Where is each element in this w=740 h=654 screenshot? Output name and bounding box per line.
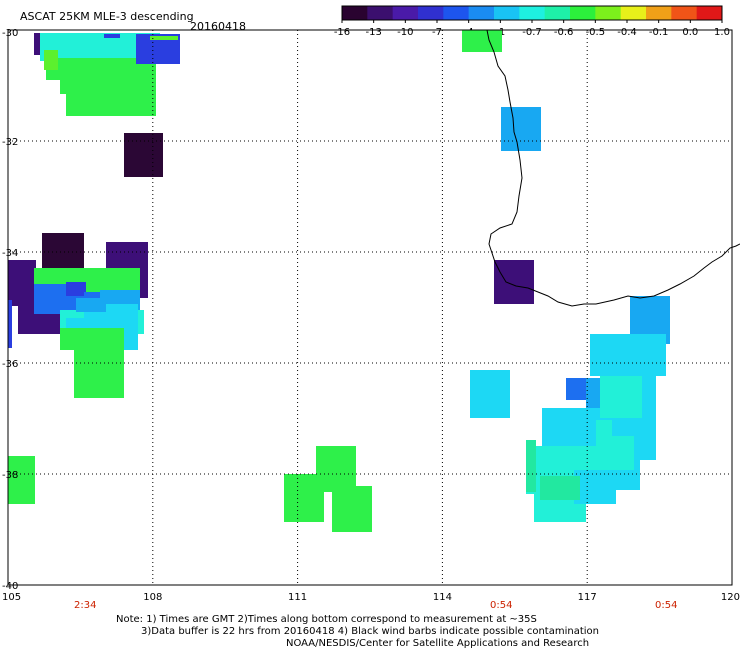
note-line-3: NOAA/NESDIS/Center for Satellite Applica…	[286, 638, 590, 649]
y-tick-label: -34	[2, 248, 18, 259]
y-tick-label: -32	[2, 137, 18, 148]
coastline	[486, 29, 740, 307]
wind-cell	[332, 486, 372, 532]
wind-cell	[566, 378, 586, 400]
colorbar-segment	[342, 6, 368, 20]
note-line-2: 3)Data buffer is 22 hrs from 20160418 4)…	[141, 626, 599, 637]
colorbar-segment	[443, 6, 470, 20]
colorbar-tick-label: -7	[432, 27, 442, 38]
x-tick-label: 114	[433, 592, 452, 603]
wind-cell	[526, 440, 536, 492]
colorbar-tick-label: 1.0	[714, 27, 730, 38]
wind-cells	[8, 30, 670, 532]
wind-cell	[150, 36, 178, 40]
colorbar-tick-label: -0.6	[554, 27, 574, 38]
colorbar-tick-label: -0.1	[649, 27, 669, 38]
colorbar-tick-label: -0.7	[522, 27, 542, 38]
wind-cell	[501, 107, 541, 151]
wind-cell	[118, 66, 154, 96]
colorbar-tick-label: -13	[365, 27, 381, 38]
y-tick-label: -36	[2, 359, 18, 370]
colorbar-tick-label: -10	[397, 27, 413, 38]
colorbar	[341, 5, 723, 21]
colorbar-segment	[595, 6, 622, 20]
colorbar-labels: -16-13-10-7-4-1-0.7-0.6-0.5-0.4-0.10.01.…	[334, 20, 730, 38]
time-label-1: 2:34	[74, 600, 96, 611]
wind-cell	[462, 30, 502, 52]
wind-cell	[104, 34, 120, 38]
wind-cell	[8, 456, 35, 504]
colorbar-tick-label: -0.4	[617, 27, 637, 38]
wind-cell	[66, 282, 86, 298]
x-axis-labels: 105 108 111 114 117 120	[2, 592, 740, 603]
map-frame	[7, 29, 733, 586]
wind-cell	[34, 284, 66, 314]
wind-cell	[540, 476, 580, 500]
colorbar-segment	[519, 6, 546, 20]
colorbar-tick-label: -16	[334, 27, 350, 38]
y-tick-label: -30	[2, 28, 18, 39]
colorbar-tick-label: -0.5	[586, 27, 606, 38]
colorbar-segment	[367, 6, 394, 20]
colorbar-segment	[392, 6, 419, 20]
map-title: ASCAT 25KM MLE-3 descending	[20, 10, 194, 23]
wind-cell	[124, 133, 163, 177]
colorbar-segment	[646, 6, 672, 20]
x-tick-label: 105	[2, 592, 21, 603]
wind-cell	[316, 446, 356, 492]
wind-cell	[60, 328, 124, 350]
wind-cell	[74, 350, 124, 398]
y-tick-label: -38	[2, 470, 18, 481]
wind-cell	[76, 298, 106, 312]
map-date: 20160418	[190, 20, 246, 33]
wind-cell	[44, 50, 58, 70]
colorbar-segment	[696, 6, 723, 20]
colorbar-segment	[570, 6, 596, 20]
time-label-3: 0:54	[655, 600, 677, 611]
wind-cell	[640, 370, 656, 418]
time-label-2: 0:54	[490, 600, 512, 611]
y-axis-labels: -30 -32 -34 -36 -38 -40	[2, 28, 18, 592]
wind-cell	[600, 376, 642, 418]
wind-cell	[590, 334, 666, 376]
wind-cell	[494, 260, 534, 304]
x-tick-label: 120	[721, 592, 740, 603]
wind-cell	[470, 370, 510, 418]
colorbar-segment	[494, 6, 520, 20]
colorbar-segment	[620, 6, 647, 20]
colorbar-tick-label: 0.0	[682, 27, 698, 38]
colorbar-segment	[418, 6, 444, 20]
y-tick-label: -40	[2, 581, 18, 592]
wind-cell	[8, 300, 12, 348]
x-tick-label: 111	[288, 592, 307, 603]
colorbar-segment	[468, 6, 495, 20]
x-tick-label: 117	[578, 592, 597, 603]
note-line-1: Note: 1) Times are GMT 2)Times along bot…	[116, 614, 537, 625]
wind-cell	[42, 233, 84, 269]
x-tick-label: 108	[143, 592, 162, 603]
colorbar-segment	[671, 6, 698, 20]
grid-lines	[8, 30, 732, 585]
colorbar-segment	[544, 6, 571, 20]
